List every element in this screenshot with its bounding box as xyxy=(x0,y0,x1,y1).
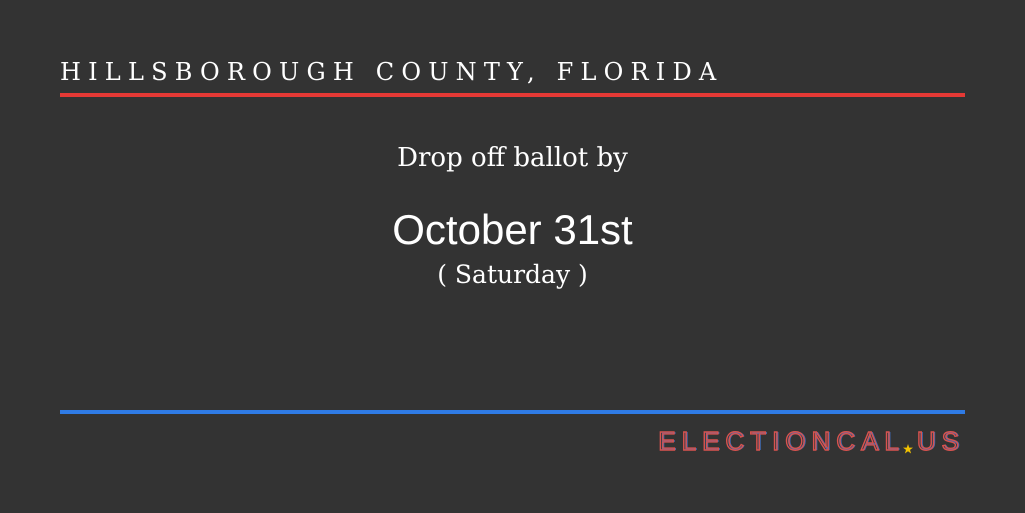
prompt: Drop off ballot by xyxy=(397,143,628,173)
red-rule xyxy=(60,93,965,97)
blue-rule xyxy=(60,410,965,414)
county-title: HILLSBOROUGH COUNTY, FLORIDA xyxy=(60,58,724,86)
brand: ELECTIONCAL US xyxy=(658,425,965,457)
brand-tld: US xyxy=(916,425,965,456)
date: October 31st xyxy=(392,206,633,253)
weekday: ( Saturday ) xyxy=(437,260,588,289)
star-icon xyxy=(902,444,913,454)
brand-main: ELECTIONCAL xyxy=(658,425,905,456)
